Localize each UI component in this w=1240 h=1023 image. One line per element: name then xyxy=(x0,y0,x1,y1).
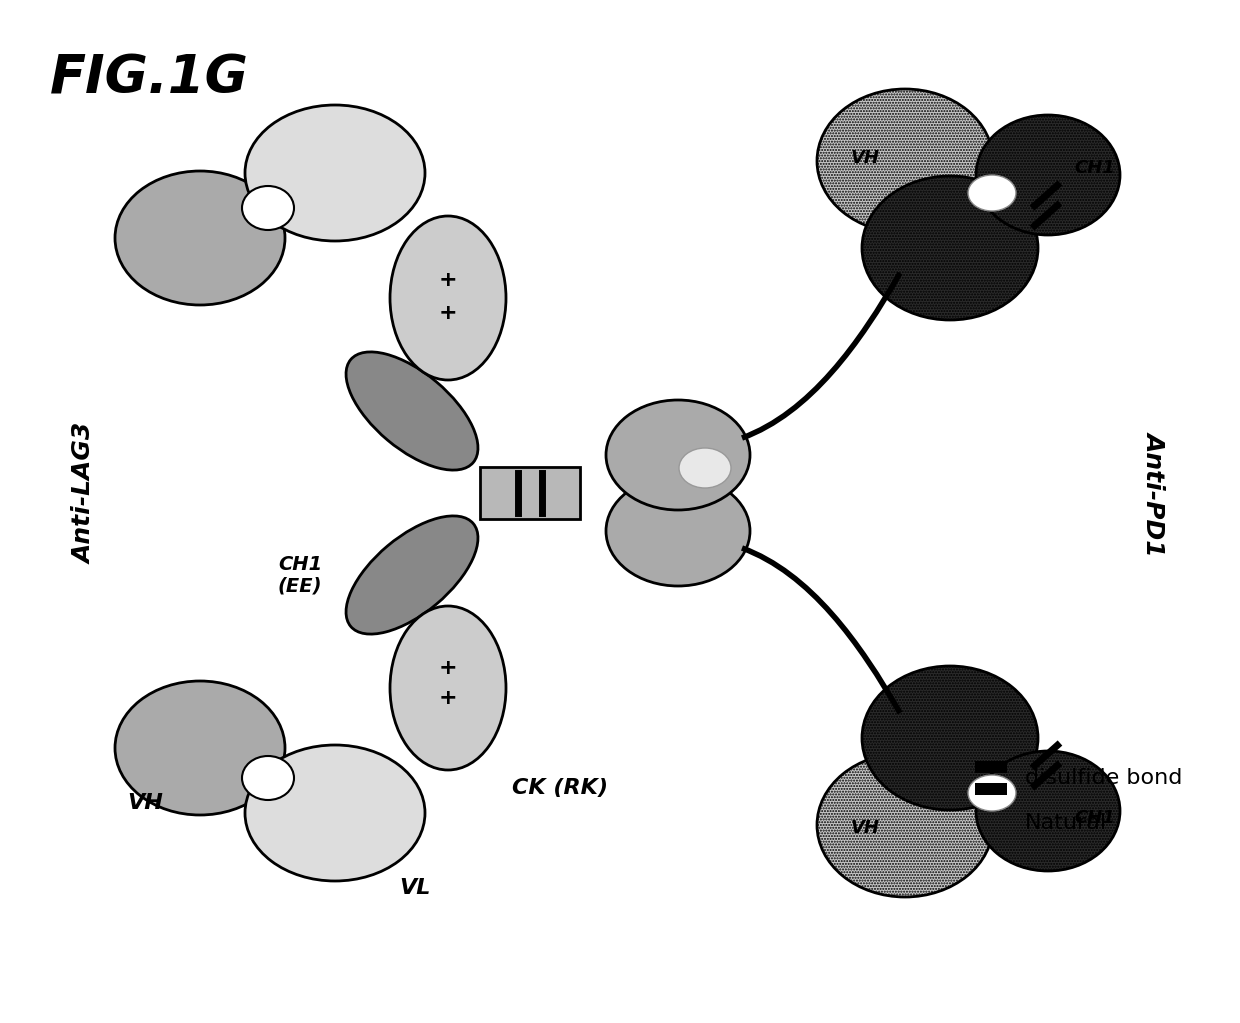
Text: VL: VL xyxy=(399,878,430,898)
Text: CK (RK): CK (RK) xyxy=(512,779,608,798)
Text: VH: VH xyxy=(851,819,879,837)
Text: disulfide bond: disulfide bond xyxy=(1025,768,1183,788)
Text: FIG.1G: FIG.1G xyxy=(50,53,249,105)
Ellipse shape xyxy=(862,666,1038,810)
Ellipse shape xyxy=(242,756,294,800)
Ellipse shape xyxy=(862,176,1038,320)
Ellipse shape xyxy=(242,186,294,230)
Ellipse shape xyxy=(115,681,285,815)
Ellipse shape xyxy=(976,115,1120,235)
Ellipse shape xyxy=(680,448,732,488)
Text: CH1: CH1 xyxy=(1075,159,1116,177)
Ellipse shape xyxy=(817,89,993,233)
Text: Natural: Natural xyxy=(1025,813,1107,833)
Text: +: + xyxy=(439,270,458,290)
Ellipse shape xyxy=(817,753,993,897)
Text: Anti-PD1: Anti-PD1 xyxy=(1143,431,1167,555)
Ellipse shape xyxy=(976,751,1120,871)
Ellipse shape xyxy=(246,105,425,241)
Ellipse shape xyxy=(346,352,477,471)
Text: +: + xyxy=(439,688,458,708)
Ellipse shape xyxy=(968,175,1016,211)
Ellipse shape xyxy=(968,775,1016,811)
Bar xyxy=(975,783,1007,795)
Bar xyxy=(975,761,1007,773)
Text: CH1
(EE): CH1 (EE) xyxy=(278,554,322,595)
Bar xyxy=(480,468,580,519)
Ellipse shape xyxy=(346,516,477,634)
Text: +: + xyxy=(439,658,458,678)
Ellipse shape xyxy=(115,171,285,305)
Text: CH1: CH1 xyxy=(1075,809,1116,827)
Ellipse shape xyxy=(391,606,506,770)
Ellipse shape xyxy=(606,400,750,510)
Ellipse shape xyxy=(246,745,425,881)
Ellipse shape xyxy=(606,476,750,586)
Text: VH: VH xyxy=(851,149,879,167)
Text: VH: VH xyxy=(126,793,162,813)
Text: +: + xyxy=(439,303,458,323)
Ellipse shape xyxy=(391,216,506,380)
Text: Anti-LAG3: Anti-LAG3 xyxy=(73,422,97,564)
